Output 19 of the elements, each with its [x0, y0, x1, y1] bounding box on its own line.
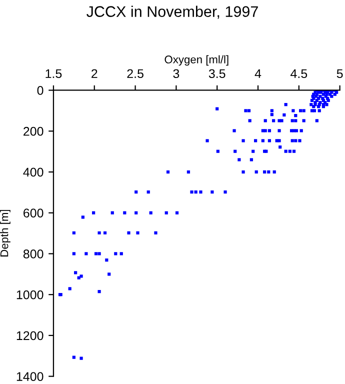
x-tick-label: 4.5 [290, 69, 308, 78]
x-tick-label: 5 [336, 69, 343, 78]
x-tick-label: 3 [173, 69, 180, 78]
x-tick-label: 1.5 [46, 69, 62, 78]
x-axis-title: Oxygen [ml/l] [164, 55, 228, 66]
y-tick-label: 200 [24, 126, 44, 136]
y-tick-label: 600 [24, 208, 44, 218]
x-tick-label: 4 [254, 69, 262, 78]
x-tick-label: 3.5 [208, 69, 226, 78]
y-tick-label: 1400 [16, 372, 44, 381]
y-tick-label: 1200 [16, 331, 44, 340]
y-tick-label: 800 [23, 250, 44, 258]
y-tick-label: 400 [23, 168, 44, 177]
x-tick-label: 2 [92, 69, 98, 78]
x-tick-label: 2.5 [127, 69, 144, 78]
y-tick-label: 1000 [16, 290, 44, 300]
y-tick-label: 0 [37, 86, 44, 95]
y-axis-title: Depth [m] [0, 210, 10, 256]
chart-title: JCCX in November, 1997 [86, 6, 258, 19]
